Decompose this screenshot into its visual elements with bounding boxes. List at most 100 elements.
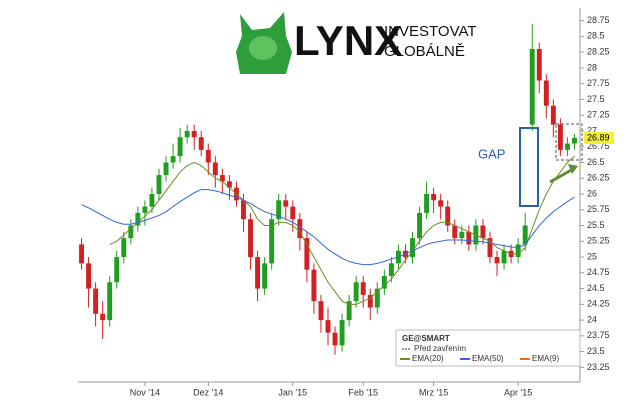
candle-body — [205, 149, 211, 163]
x-tick-label: Mrz '15 — [419, 387, 448, 397]
candle-body — [219, 175, 225, 182]
candle-body — [360, 282, 366, 295]
candle-body — [142, 206, 148, 213]
y-tick-label: 26.25 — [587, 173, 610, 183]
candle-body — [388, 263, 394, 276]
candle-body — [438, 200, 444, 207]
y-tick-label: 28.75 — [587, 15, 610, 25]
candle-body — [79, 244, 84, 264]
candle-body — [311, 269, 317, 302]
y-tick-label: 24 — [587, 314, 597, 324]
candle-body — [367, 294, 373, 308]
candle-body — [487, 238, 493, 258]
logo-brand: LYNX — [294, 17, 402, 64]
candle-body — [572, 137, 577, 144]
candle-body — [177, 137, 183, 157]
y-tick-label: 28.25 — [587, 47, 610, 57]
candle-body — [522, 225, 528, 245]
logo-face — [249, 36, 277, 60]
candle-body — [339, 320, 345, 346]
y-tick-label: 27 — [587, 125, 597, 135]
y-tick-label: 23.75 — [587, 330, 610, 340]
candle-body — [149, 194, 155, 207]
candle-body — [114, 257, 120, 283]
candle-body — [290, 206, 296, 220]
candle-body — [445, 206, 451, 226]
candle-body — [494, 257, 500, 264]
y-tick-label: 27.25 — [587, 110, 610, 120]
candle-body — [262, 263, 268, 289]
candle-body — [452, 225, 458, 239]
candle-body — [536, 48, 542, 81]
y-tick-label: 28.5 — [587, 31, 605, 41]
candle-body — [417, 212, 423, 239]
candle-body — [121, 238, 127, 258]
y-tick-label: 27.5 — [587, 94, 605, 104]
x-tick-label: Jan '15 — [278, 387, 307, 397]
x-tick-label: Feb '15 — [348, 387, 378, 397]
y-tick-label: 26.5 — [587, 157, 605, 167]
candle-body — [107, 282, 113, 321]
x-tick-label: Dez '14 — [193, 387, 223, 397]
candle-body — [191, 130, 197, 138]
x-tick-label: Apr '15 — [504, 387, 532, 397]
ema-line — [109, 155, 575, 305]
legend-box — [395, 329, 581, 367]
candle-body — [135, 212, 141, 226]
candle-body — [381, 275, 387, 289]
candle-body — [346, 301, 352, 321]
ema-line — [81, 189, 575, 266]
y-tick-label: 23.25 — [587, 362, 610, 372]
candle-body — [269, 219, 275, 264]
candle-body — [515, 244, 521, 258]
arrow-head — [568, 164, 578, 174]
candle-body — [156, 175, 162, 194]
y-tick-label: 25.25 — [587, 236, 610, 246]
legend-title: GE@SMART — [402, 334, 450, 343]
candle-body — [184, 130, 190, 138]
y-tick-label: 25 — [587, 251, 597, 261]
candle-body — [241, 200, 246, 220]
candle-body — [318, 301, 324, 321]
last-price-label: 26.89 — [587, 132, 610, 142]
logo-line2: GLOBÁLNĚ — [384, 43, 465, 60]
y-tick-label: 28 — [587, 62, 597, 72]
y-tick-label: 26.75 — [587, 141, 610, 151]
candle-body — [93, 288, 99, 314]
plot — [79, 23, 577, 355]
legend-label: EMA(20) — [412, 354, 444, 363]
y-tick-label: 25.5 — [587, 220, 605, 230]
candle-body — [501, 250, 507, 264]
candle-body — [466, 231, 472, 245]
logo-line1: INVESTOVAT — [384, 23, 477, 40]
candle-body — [297, 219, 303, 239]
candle-body — [212, 162, 218, 176]
y-tick-label: 23.5 — [587, 346, 605, 356]
candle-body — [550, 105, 556, 125]
candle-body — [332, 332, 338, 346]
candle-body — [304, 238, 310, 270]
y-tick-label: 24.75 — [587, 267, 610, 277]
range-box — [555, 123, 583, 161]
candle-body — [255, 257, 261, 289]
candle-body — [564, 143, 570, 150]
candle-body — [198, 137, 204, 150]
candle-body — [529, 48, 535, 125]
candle-body — [100, 313, 106, 321]
candle-body — [459, 231, 465, 239]
x-tick-label: Nov '14 — [130, 387, 160, 397]
candle-body — [431, 194, 437, 201]
y-tick-label: 26 — [587, 188, 597, 198]
gap-box — [519, 127, 539, 207]
candle-body — [557, 124, 563, 150]
y-tick-label: 24.5 — [587, 283, 605, 293]
candle-body — [163, 162, 169, 176]
last-price-box — [584, 131, 614, 144]
legend: GE@SMART Před zavřením — [395, 329, 581, 367]
candle-body — [86, 263, 92, 289]
candle-body — [374, 288, 380, 308]
candle-body — [543, 80, 549, 106]
y-tick-label: 25.75 — [587, 204, 610, 214]
candle-body — [276, 200, 282, 220]
